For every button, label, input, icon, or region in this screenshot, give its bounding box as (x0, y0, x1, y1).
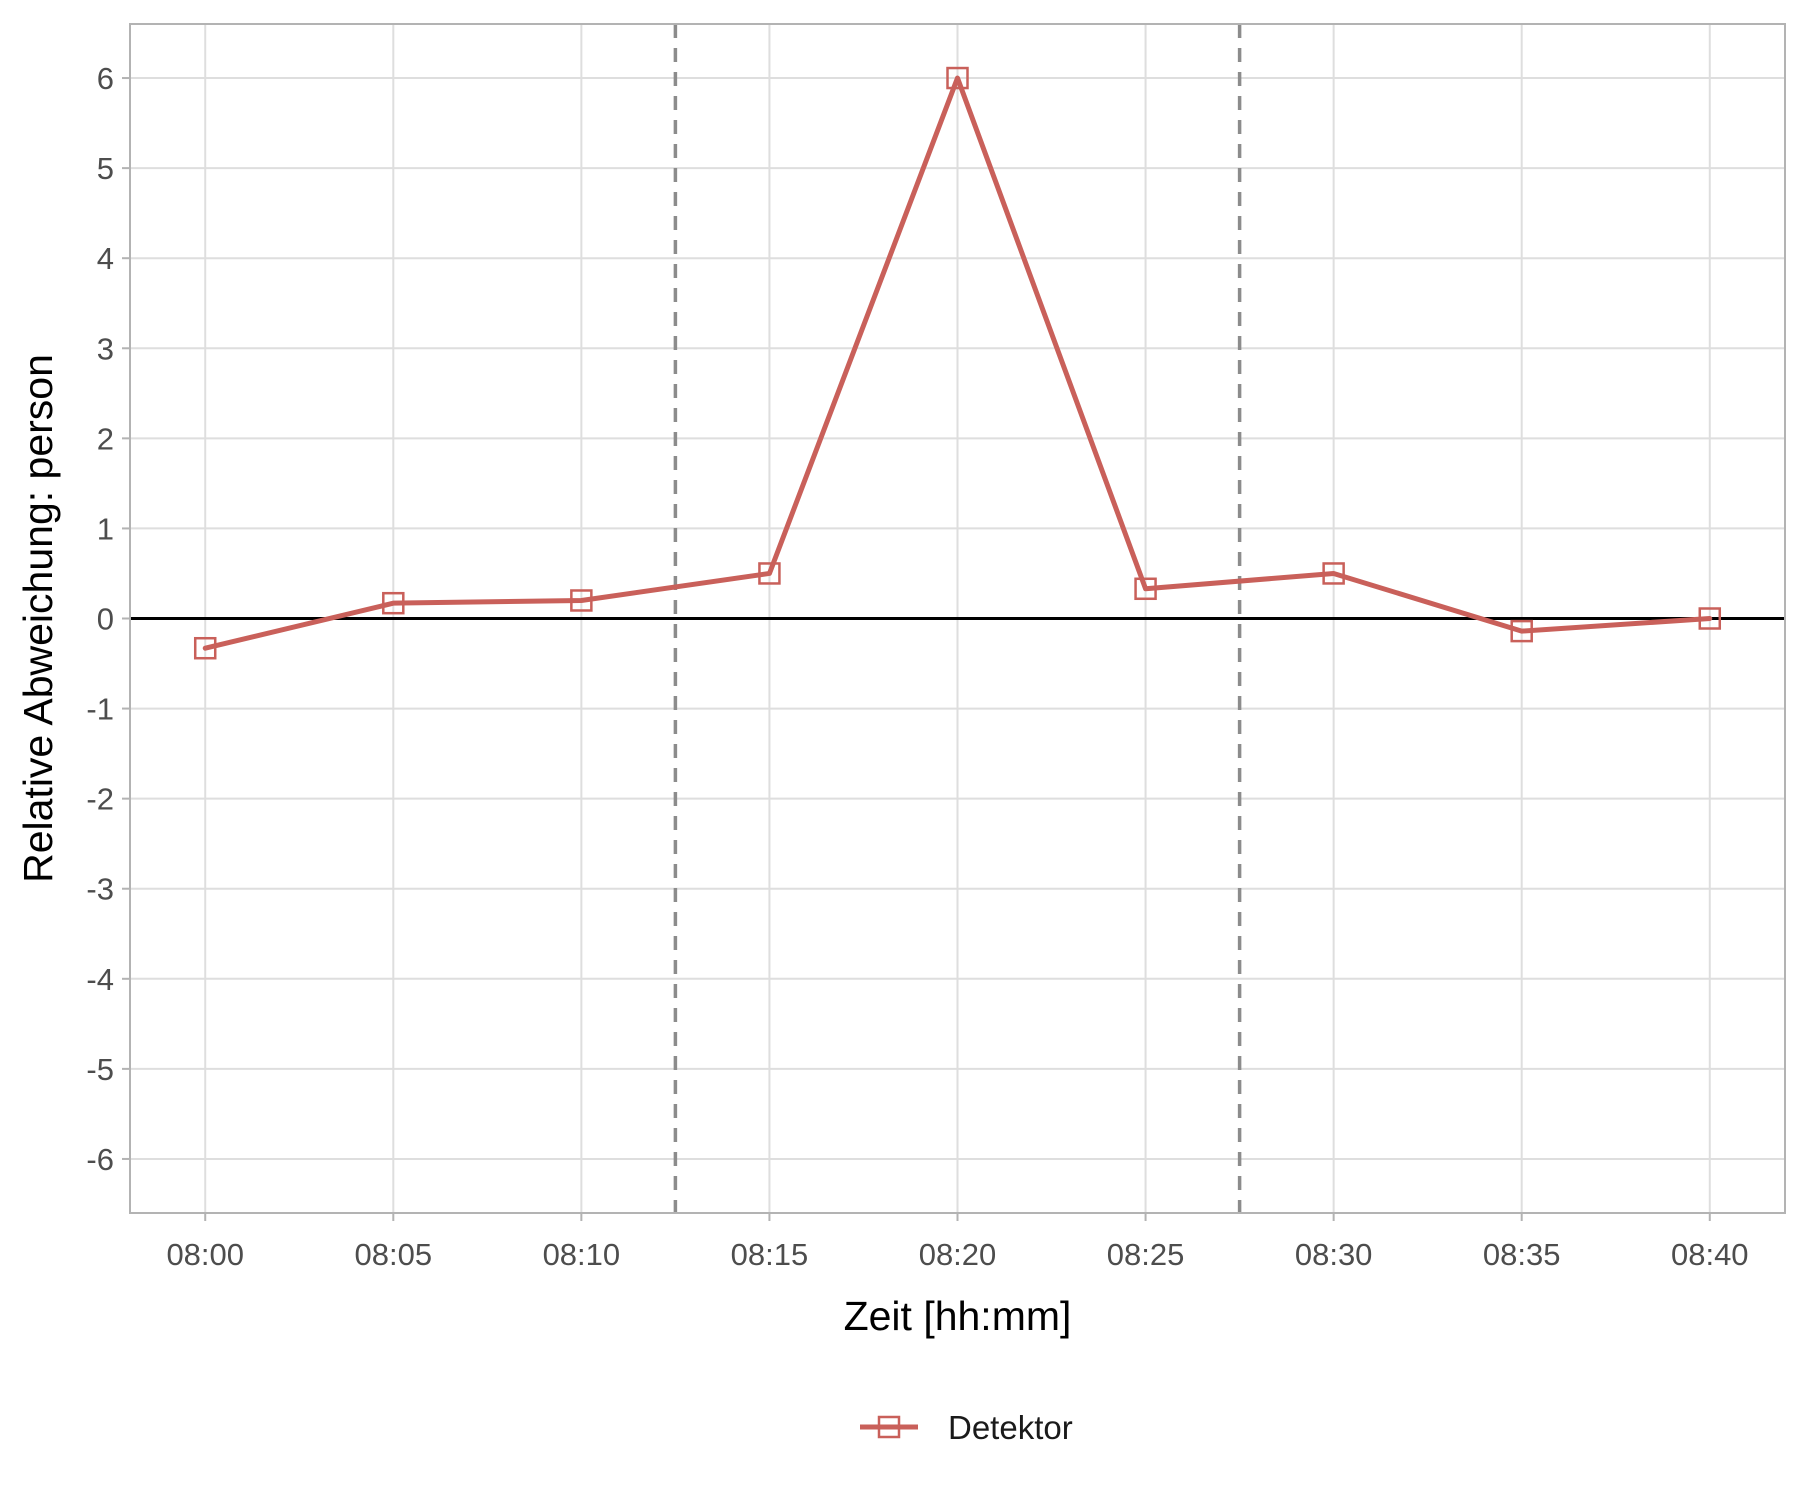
x-tick-label: 08:40 (1671, 1237, 1749, 1272)
data-point-marker (193, 636, 217, 660)
y-tick-label: 0 (97, 602, 114, 637)
y-tick-label: 5 (97, 151, 114, 186)
x-tick-label: 08:15 (731, 1237, 809, 1272)
data-point-marker (1510, 619, 1533, 643)
x-tick-label: 08:30 (1295, 1237, 1373, 1272)
y-tick-label: 6 (97, 61, 114, 96)
y-tick-label: 4 (97, 241, 114, 276)
series-line-detektor (202, 75, 1713, 651)
legend-label: Detektor (948, 1409, 1073, 1446)
y-tick-label: -5 (86, 1052, 114, 1087)
data-point-marker (382, 591, 405, 615)
x-tick-label: 08:05 (355, 1237, 433, 1272)
y-tick-label: 2 (97, 421, 114, 456)
y-tick-label: 3 (97, 331, 114, 366)
data-point-marker (758, 562, 781, 585)
y-tick-label: -3 (86, 872, 114, 907)
data-point-marker (946, 66, 969, 90)
legend-marker-swatch (877, 1415, 901, 1439)
x-tick-label: 08:35 (1483, 1237, 1561, 1272)
data-point-marker (1322, 562, 1345, 585)
legend: Detektor (860, 1409, 1073, 1446)
y-tick-label: -4 (86, 962, 114, 997)
x-axis-title: Zeit [hh:mm] (844, 1293, 1072, 1339)
reference-lines (130, 24, 1785, 1213)
x-axis-ticks: 08:00 08:05 08:10 08:15 08:20 08:25 08:30 08:35… (166, 1213, 1749, 1272)
y-tick-label: -6 (86, 1142, 114, 1177)
data-point-marker (1134, 577, 1157, 601)
y-tick-label: -2 (86, 782, 114, 817)
data-point-marker (1698, 607, 1722, 630)
y-axis-ticks: 6 5 4 3 2 1 0 -1 -2 -3 -4 -5 -6 (86, 61, 130, 1177)
x-tick-label: 08:00 (166, 1237, 244, 1272)
x-tick-label: 08:25 (1107, 1237, 1185, 1272)
x-tick-label: 08:20 (919, 1237, 997, 1272)
y-axis-title: Relative Abweichung: person (15, 354, 61, 883)
y-tick-label: 1 (97, 511, 114, 546)
y-tick-label: -1 (86, 692, 114, 727)
data-point-marker (570, 589, 593, 612)
x-tick-label: 08:10 (543, 1237, 621, 1272)
series-layer (193, 66, 1722, 660)
